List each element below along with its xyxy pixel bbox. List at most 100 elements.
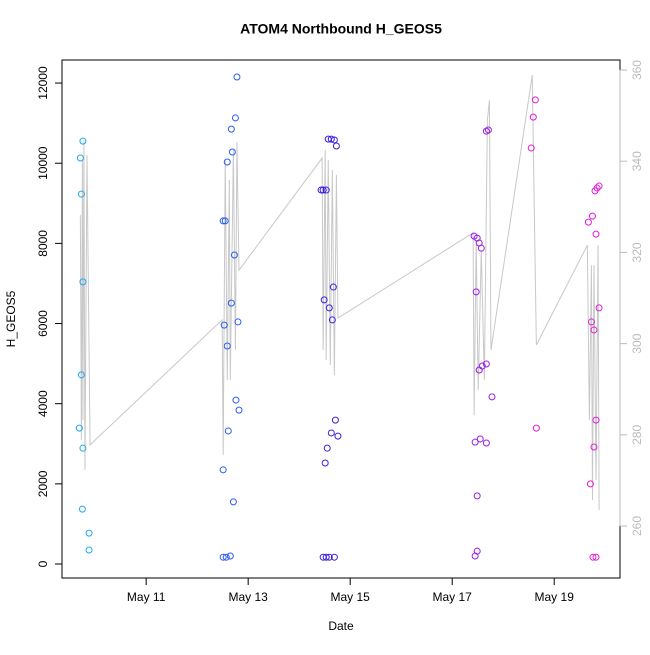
x-tick-label: May 13 <box>228 590 268 604</box>
data-point <box>592 553 600 561</box>
data-point <box>317 186 325 194</box>
y-tick-label: 8000 <box>36 230 50 257</box>
data-point <box>587 318 595 326</box>
x-axis-label: Date <box>328 619 354 633</box>
data-point <box>220 321 228 329</box>
data-point <box>85 546 93 554</box>
data-point <box>79 137 87 145</box>
data-point <box>77 371 85 379</box>
data-point <box>328 316 336 324</box>
data-point <box>330 553 338 561</box>
data-point <box>76 154 84 162</box>
data-point <box>473 492 481 500</box>
data-point <box>219 553 227 561</box>
data-point <box>226 552 234 560</box>
y-tick-label: 0 <box>36 560 50 567</box>
y-tick-label: 6000 <box>36 310 50 337</box>
data-point <box>323 444 331 452</box>
x-tick-label: May 15 <box>331 590 371 604</box>
data-point <box>229 498 237 506</box>
data-point <box>78 505 86 513</box>
data-point <box>482 360 490 368</box>
data-point <box>325 304 333 312</box>
data-point <box>532 424 540 432</box>
data-point <box>223 158 231 166</box>
data-point <box>590 326 598 334</box>
data-point <box>221 217 229 225</box>
y-tick-label: 12000 <box>36 66 50 100</box>
y2-tick-label: 280 <box>630 424 644 444</box>
data-point <box>588 212 596 220</box>
data-point <box>471 438 479 446</box>
y2-tick-label: 300 <box>630 333 644 353</box>
data-point <box>471 552 479 560</box>
data-point <box>230 251 238 259</box>
data-point <box>321 459 329 467</box>
data-point <box>476 435 484 443</box>
data-point <box>325 553 333 561</box>
data-point <box>477 244 485 252</box>
data-line <box>79 74 600 511</box>
data-point <box>319 186 327 194</box>
x-tick-label: May 19 <box>535 590 575 604</box>
y2-tick-label: 260 <box>630 516 644 536</box>
data-point <box>472 288 480 296</box>
data-point <box>592 230 600 238</box>
data-point <box>79 444 87 452</box>
data-point <box>228 148 236 156</box>
data-point <box>79 278 87 286</box>
data-point <box>219 217 227 225</box>
data-point <box>75 424 83 432</box>
data-point <box>224 427 232 435</box>
y-tick-label: 10000 <box>36 146 50 180</box>
data-point <box>595 304 603 312</box>
data-point <box>589 553 597 561</box>
data-point <box>329 283 337 291</box>
data-point <box>322 553 330 561</box>
data-point <box>334 432 342 440</box>
data-point <box>327 135 335 143</box>
x-tick-label: May 11 <box>127 590 166 604</box>
data-point <box>586 480 594 488</box>
data-point <box>590 443 598 451</box>
data-point <box>592 416 600 424</box>
y-axis-label: H_GEOS5 <box>4 290 18 347</box>
data-point <box>222 553 230 561</box>
data-point <box>331 416 339 424</box>
data-point <box>330 136 338 144</box>
data-point <box>219 466 227 474</box>
data-point <box>482 439 490 447</box>
data-point <box>85 529 93 537</box>
data-point <box>227 125 235 133</box>
data-point <box>77 190 85 198</box>
y2-tick-label: 320 <box>630 242 644 262</box>
y2-tick-label: 360 <box>630 60 644 80</box>
data-point <box>332 142 340 150</box>
y-tick-label: 4000 <box>36 390 50 417</box>
data-point <box>478 362 486 370</box>
data-point <box>584 218 592 226</box>
y-tick-label: 2000 <box>36 470 50 497</box>
data-point <box>235 406 243 414</box>
data-point <box>223 342 231 350</box>
data-point <box>529 113 537 121</box>
data-point <box>488 393 496 401</box>
data-point <box>232 396 240 404</box>
x-tick-label: May 17 <box>433 590 473 604</box>
data-point <box>593 184 601 192</box>
data-point <box>327 429 335 437</box>
data-point <box>231 114 239 122</box>
data-point <box>234 318 242 326</box>
data-point <box>595 182 603 190</box>
data-point <box>531 96 539 104</box>
data-point <box>482 127 490 135</box>
y2-tick-label: 340 <box>630 151 644 171</box>
data-point <box>227 299 235 307</box>
data-point <box>527 144 535 152</box>
data-point <box>233 73 241 81</box>
chart-title: ATOM4 Northbound H_GEOS5 <box>240 21 442 37</box>
data-point <box>322 186 330 194</box>
data-point <box>320 296 328 304</box>
